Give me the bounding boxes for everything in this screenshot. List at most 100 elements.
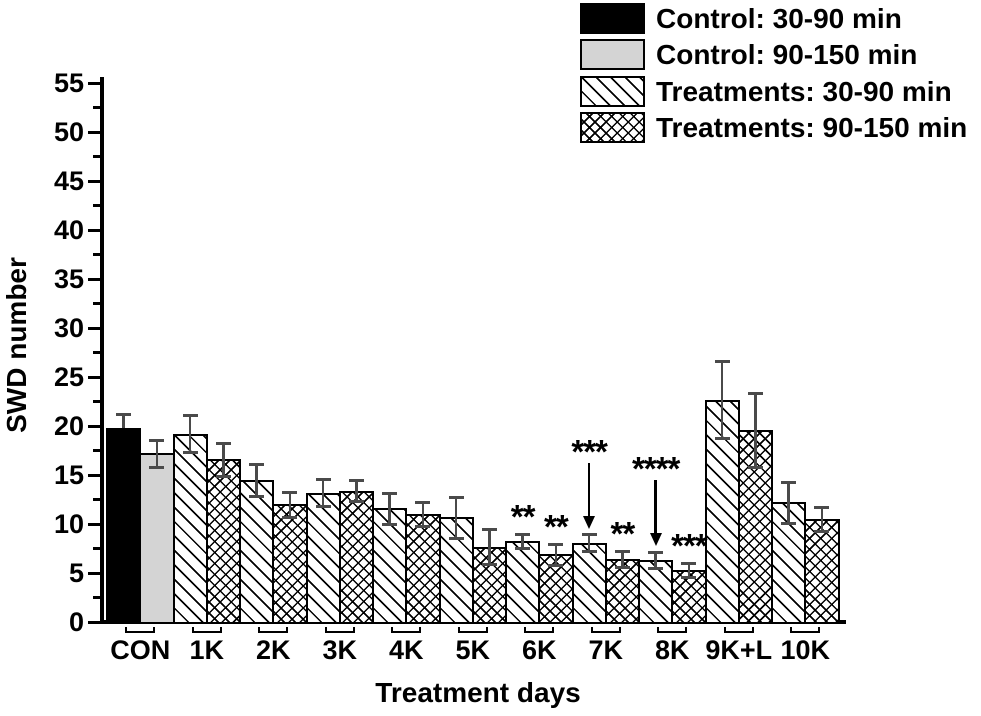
y-axis-minor-tick — [93, 155, 100, 158]
bar-5K-30-90-min — [438, 517, 474, 624]
bar-7K-90-150-min — [604, 559, 640, 624]
error-bar-cap-top — [182, 414, 198, 418]
x-axis-group-bracket — [258, 627, 289, 633]
x-axis-category-label: 2K — [255, 635, 291, 665]
error-bar-cap-bottom — [382, 523, 398, 526]
x-axis-group-bracket — [457, 627, 488, 633]
error-bar-cap-bottom — [548, 564, 564, 568]
bar-1K-30-90-min — [172, 433, 208, 624]
x-axis-group-bracket — [657, 627, 688, 633]
error-bar-cap-top — [448, 495, 464, 499]
error-bar-stem — [488, 528, 491, 565]
error-bar-cap-bottom — [747, 466, 763, 470]
error-bar-cap-top — [282, 490, 298, 494]
bar-3K-90-150-min — [338, 490, 374, 624]
y-axis-tick-label: 30 — [53, 313, 84, 343]
error-bar-cap-top — [548, 542, 564, 546]
error-bar-stem — [654, 552, 657, 569]
error-bar-cap-bottom — [814, 529, 830, 533]
error-bar-stem — [454, 496, 458, 538]
significance-stars: **** — [631, 450, 680, 488]
bar-1K-90-150-min — [205, 459, 241, 624]
error-bar-cap-top — [348, 478, 364, 482]
bar-9K+L-30-90-min — [704, 399, 740, 624]
legend-item-label: Control: 30-90 min — [656, 2, 902, 34]
error-bar-cap-bottom — [315, 505, 331, 509]
error-bar-cap-top — [249, 463, 265, 467]
error-bar-stem — [321, 478, 325, 507]
error-bar-stem — [388, 492, 391, 524]
error-bar-cap-bottom — [714, 436, 730, 440]
x-axis-group-bracket — [524, 627, 555, 633]
x-axis-category-label: 8K — [654, 635, 690, 665]
y-axis-minor-tick — [93, 204, 100, 207]
error-bar-cap-bottom — [415, 524, 431, 528]
bar-10K-90-150-min — [804, 519, 840, 624]
y-axis-minor-tick — [93, 400, 100, 403]
y-axis-tick-label: 55 — [53, 68, 84, 98]
error-bar-cap-top — [581, 532, 597, 536]
annotation-arrow-head — [583, 515, 596, 529]
error-bar-stem — [421, 502, 425, 526]
error-bar-cap-bottom — [348, 500, 364, 504]
error-bar-cap-top — [149, 438, 165, 442]
x-axis-group-bracket — [324, 627, 355, 633]
bar-9K+L-90-150-min — [737, 429, 773, 624]
error-bar-stem — [687, 563, 691, 577]
legend-item-label: Treatments: 90-150 min — [656, 112, 968, 143]
y-axis-minor-tick — [93, 106, 100, 109]
error-bar-cap-bottom — [249, 494, 265, 498]
y-axis-major-tick — [88, 179, 100, 183]
bar-7K-30-90-min — [571, 542, 607, 624]
bar-6K-30-90-min — [505, 540, 541, 624]
bar-5K-90-150-min — [471, 546, 507, 624]
legend-swatch-diagonal-hatch — [580, 75, 645, 107]
y-axis-major-tick — [88, 81, 100, 85]
error-bar-stem — [621, 551, 624, 568]
error-bar-stem — [521, 533, 524, 548]
y-axis-minor-tick — [93, 498, 100, 501]
legend-item: Control: 30-90 min — [580, 2, 980, 34]
error-bar-stem — [288, 491, 292, 518]
y-axis-tick-label: 35 — [53, 264, 84, 294]
annotation-arrow-stem — [654, 480, 657, 535]
error-bar-stem — [188, 415, 192, 453]
x-axis-group-bracket — [790, 627, 821, 633]
x-axis-category-label: 7K — [588, 635, 623, 665]
y-axis-tick-label: 0 — [68, 607, 84, 637]
error-bar-cap-bottom — [515, 546, 531, 550]
y-axis-minor-tick — [93, 351, 100, 354]
error-bar-cap-bottom — [215, 474, 231, 478]
significance-stars: *** — [671, 527, 708, 565]
x-axis-category-label: 6K — [521, 635, 557, 665]
x-axis-group-bracket — [125, 627, 156, 633]
significance-stars: ** — [610, 515, 636, 553]
x-axis-category-label: 3K — [322, 635, 357, 665]
significance-stars: *** — [571, 432, 608, 470]
error-bar-cap-top — [215, 441, 231, 445]
x-axis-category-label: 4K — [388, 635, 424, 665]
error-bar-stem — [754, 392, 757, 468]
legend-item: Treatments: 30-90 min — [580, 75, 980, 107]
x-axis-group-bracket — [391, 627, 422, 633]
bar-3K-30-90-min — [305, 492, 341, 624]
error-bar-stem — [122, 414, 125, 428]
x-axis-category-label: 5K — [455, 635, 490, 665]
error-bar-stem — [587, 533, 591, 552]
y-axis-minor-tick — [93, 596, 100, 599]
error-bar-cap-top — [747, 391, 763, 395]
bar-CON-30-90-min — [106, 427, 142, 624]
error-bar-stem — [355, 479, 358, 502]
error-bar-cap-top — [714, 360, 730, 364]
bar-2K-90-150-min — [272, 504, 308, 624]
error-bar-cap-bottom — [781, 522, 797, 526]
error-bar-stem — [255, 464, 258, 496]
y-axis-major-tick — [88, 522, 100, 526]
error-bar-cap-bottom — [182, 451, 198, 455]
error-bar-cap-bottom — [481, 563, 497, 567]
error-bar-cap-top — [116, 413, 132, 417]
legend-item-label: Control: 90-150 min — [656, 39, 918, 70]
x-axis-group-bracket — [191, 627, 222, 633]
annotation-arrow-head — [649, 533, 662, 547]
error-bar-cap-top — [481, 527, 497, 531]
